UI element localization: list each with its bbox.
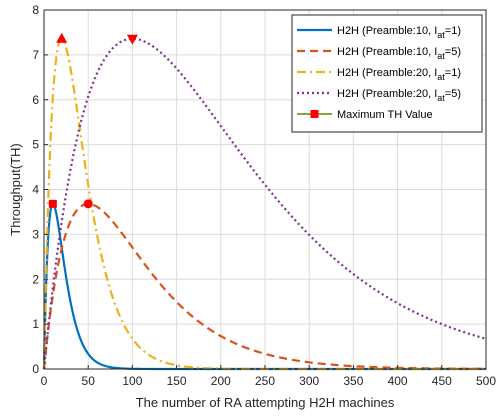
legend-label-2: H2H (Preamble:20, Iat=1) — [337, 67, 461, 82]
legend-label-0: H2H (Preamble:10, Iat=1) — [337, 25, 461, 40]
legend-label-suffix: =5) — [445, 46, 461, 58]
max-markers — [48, 32, 138, 209]
legend-label-prefix: H2H (Preamble:20, I — [337, 67, 437, 79]
legend-label-subscript: at — [437, 51, 445, 61]
legend-label-suffix: =5) — [445, 88, 461, 100]
y-tick-label: 6 — [32, 93, 39, 107]
legend-label-prefix: H2H (Preamble:20, I — [337, 88, 437, 100]
max-marker-2 — [56, 32, 68, 43]
x-tick-label: 500 — [476, 374, 496, 388]
x-axis-label: The number of RA attempting H2H machines — [136, 395, 395, 410]
y-tick-label: 8 — [32, 3, 39, 17]
y-tick-label: 7 — [32, 48, 39, 62]
legend-label-subscript: at — [437, 72, 445, 82]
y-tick-label: 0 — [32, 362, 39, 376]
y-tick-label: 2 — [32, 272, 39, 286]
legend-label-3: H2H (Preamble:20, Iat=5) — [337, 88, 461, 103]
x-tick-label: 50 — [82, 374, 96, 388]
x-tick-label: 150 — [167, 374, 187, 388]
x-tick-label: 450 — [432, 374, 452, 388]
x-tick-label: 300 — [299, 374, 319, 388]
x-tick-label: 400 — [388, 374, 408, 388]
x-tick-label: 0 — [41, 374, 48, 388]
legend-label-1: H2H (Preamble:10, Iat=5) — [337, 46, 461, 61]
legend-max-marker — [310, 110, 319, 118]
y-axis-label: Throughput(TH) — [8, 143, 23, 235]
legend-label-suffix: =1) — [445, 25, 461, 37]
legend-label-subscript: at — [437, 30, 445, 40]
legend-label-suffix: =1) — [445, 67, 461, 79]
max-marker-0 — [48, 199, 57, 208]
y-tick-label: 5 — [32, 138, 39, 152]
legend-box — [291, 14, 483, 133]
x-tick-label: 350 — [343, 374, 363, 388]
x-tick-label: 200 — [211, 374, 231, 388]
max-marker-1 — [83, 199, 93, 209]
x-tick-label: 100 — [122, 374, 142, 388]
legend-label-prefix: H2H (Preamble:10, I — [337, 25, 437, 37]
y-tick-label: 4 — [32, 183, 39, 197]
x-tick-label: 250 — [255, 374, 275, 388]
legend-label-prefix: H2H (Preamble:10, I — [337, 46, 437, 58]
axis-ticks: 0 50 100 150 200 250 300 350 400 450 500 0 1 2 3 4 5 6 7 8 — [32, 3, 496, 388]
legend: H2H (Preamble:10, Iat=1)H2H (Preamble:10… — [291, 14, 483, 133]
legend-label-max: Maximum TH Value — [337, 109, 433, 121]
y-tick-label: 1 — [32, 317, 39, 331]
y-tick-label: 3 — [32, 227, 39, 241]
max-marker-3 — [126, 34, 138, 45]
legend-label-subscript: at — [437, 93, 445, 103]
